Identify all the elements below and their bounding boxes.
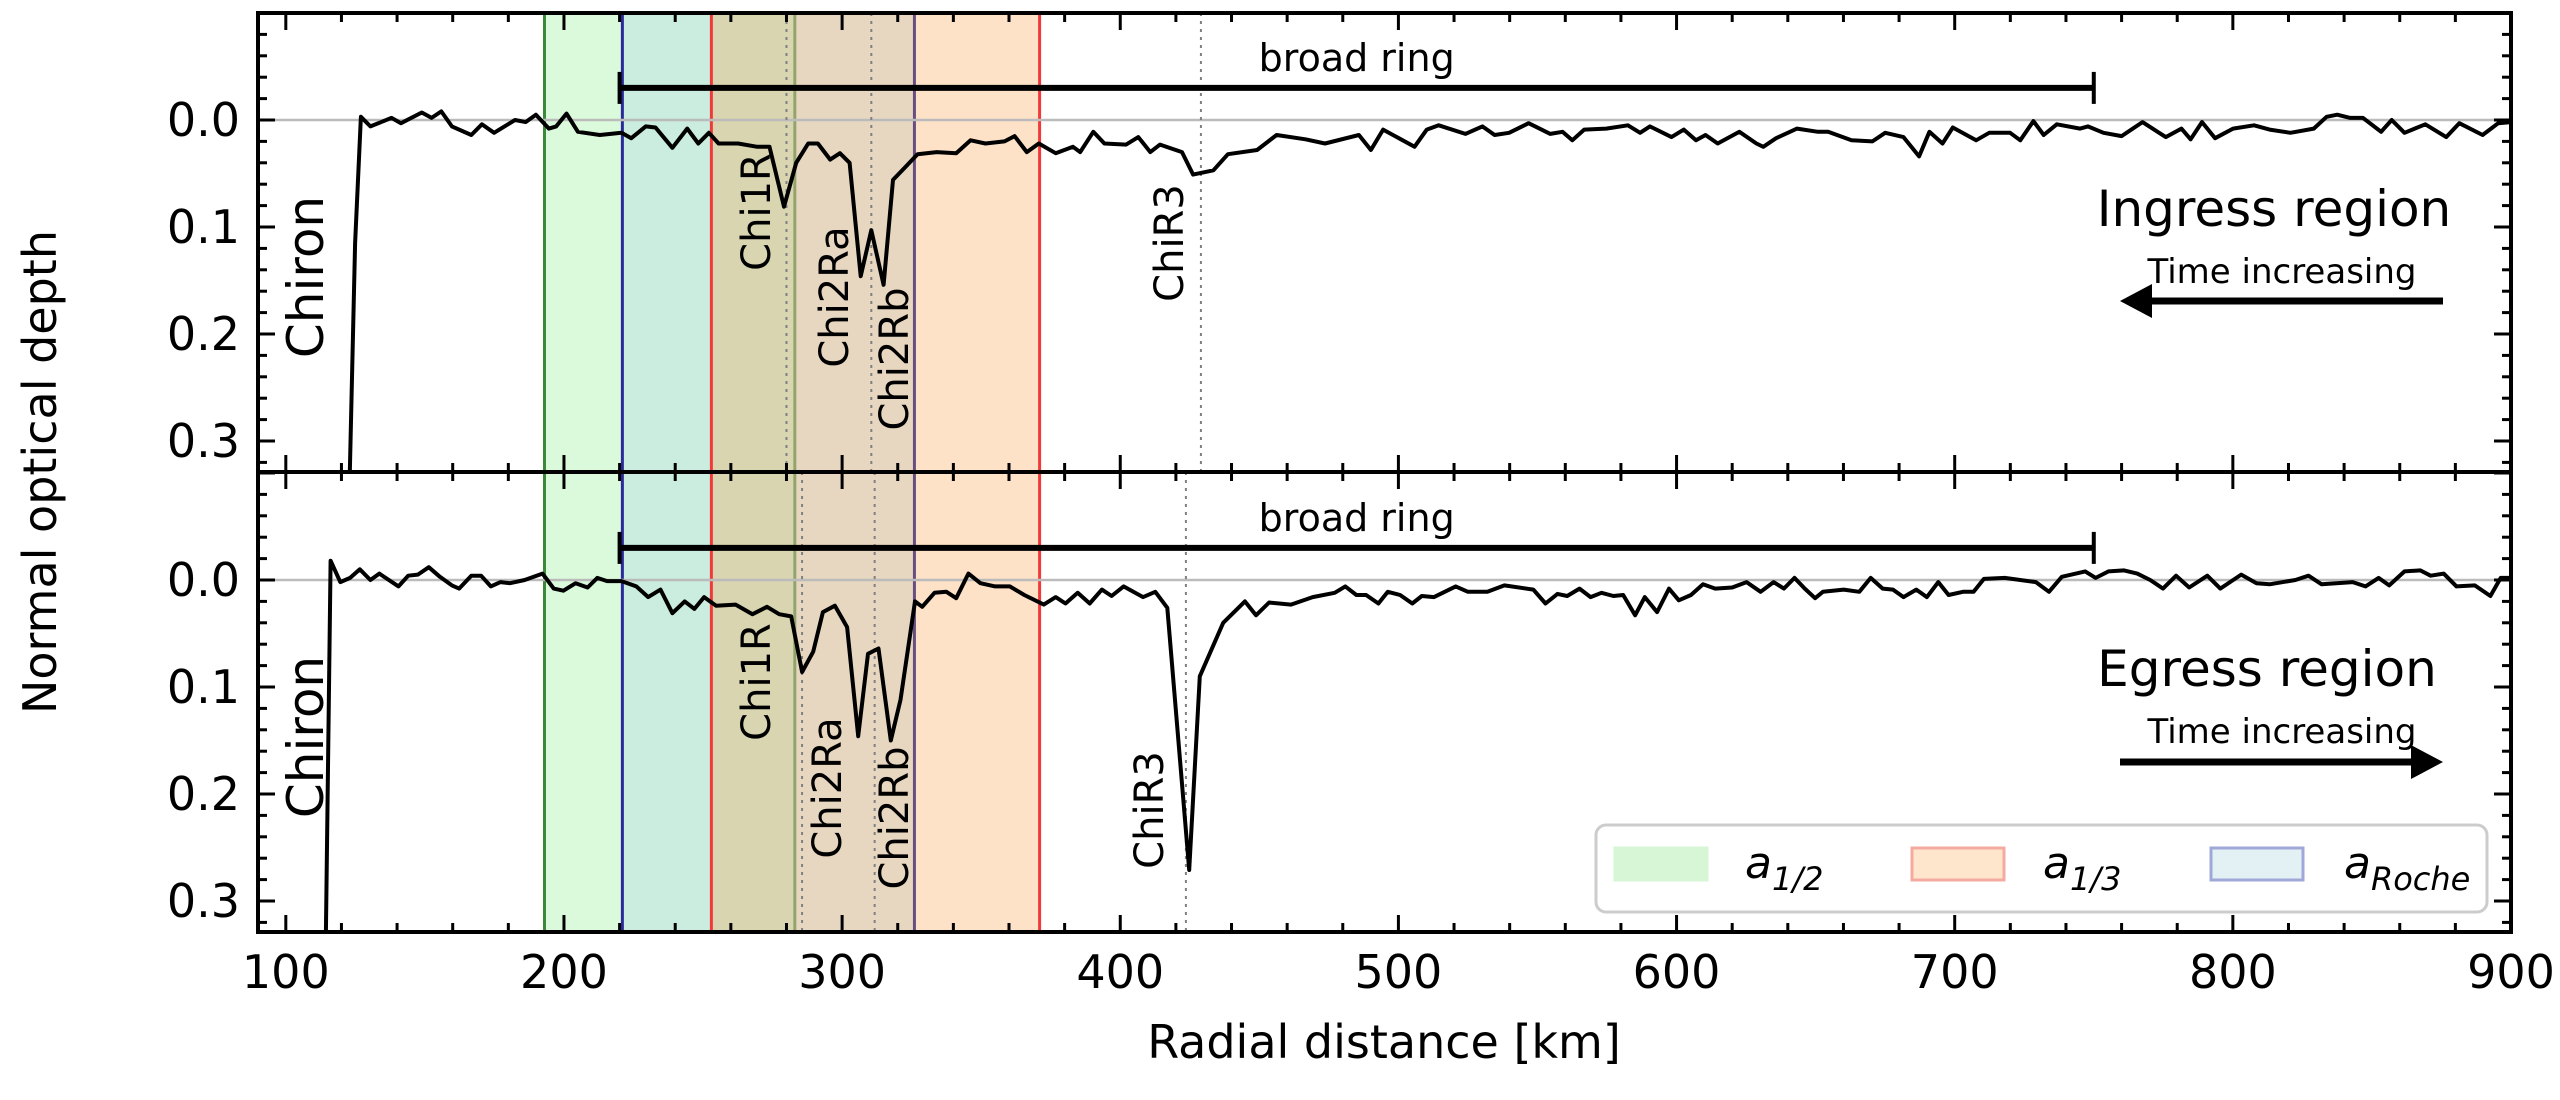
y-tick-label: 0.3 [167,874,240,928]
legend-label: a1/2 [1745,838,1823,898]
legend-swatch [1613,846,1709,882]
legend-swatch [1910,846,2006,882]
feature-label-chi2ra: Chi2Ra [812,226,858,367]
x-axis-label: Radial distance [km] [1147,1015,1621,1069]
region-title: Ingress region [2097,180,2452,238]
y-axis-label: Normal optical depth [13,230,67,714]
y-tick-label: 0.3 [167,414,240,468]
y-tick-label: 0.2 [167,307,240,361]
panels: broad ring Chiron Chi1R Chi2Ra Chi2Rb ChiR3 In… [167,11,2555,999]
x-tick-label: 300 [798,945,886,999]
feature-label-chiron: Chiron [277,196,335,358]
feature-label-chi2rb: Chi2Rb [872,287,918,430]
y-tick-label: 0.2 [167,767,240,821]
feature-label-chi2rb: Chi2Rb [872,746,918,889]
feature-label-chiron: Chiron [277,656,335,818]
legend-label: a1/3 [2043,838,2121,898]
time-increasing-label: Time increasing [2147,712,2417,752]
legend-label: aRoche [2344,838,2470,898]
broad-ring-label: broad ring [1259,36,1455,80]
legend-subscript: Roche [2371,860,2470,898]
y-tick-label: 0.1 [167,660,240,714]
x-tick-label: 900 [2467,945,2555,999]
arrow-left-icon [2120,284,2152,318]
optical-depth-line [347,109,2511,472]
panel-bottom: broad ring Chiron Chi1R Chi2Ra Chi2Rb ChiR3 Eg… [167,470,2555,999]
x-tick-label: 500 [1355,945,1443,999]
feature-label-chir3: ChiR3 [1127,751,1173,869]
time-increasing-label: Time increasing [2147,252,2417,292]
region-title: Egress region [2097,640,2437,698]
panel-top: broad ring Chiron Chi1R Chi2Ra Chi2Rb ChiR3 In… [167,11,2513,474]
legend-symbol: a [2043,838,2070,889]
plot-area [258,13,2511,472]
legend-symbol: a [1745,838,1772,889]
x-tick-label: 600 [1633,945,1721,999]
legend-subscript: 1/2 [1772,860,1824,898]
x-tick-label: 800 [2189,945,2277,999]
y-tick-label: 0.0 [167,553,240,607]
feature-label-chi1r: Chi1R [734,153,780,271]
legend-swatch [2209,846,2305,882]
legend-item: a1/2 [1613,838,1823,898]
optical-depth-line [323,558,2511,932]
legend-item: aRoche [2209,838,2470,898]
y-tick-label: 0.0 [167,93,240,147]
legend-subscript: 1/3 [2070,860,2122,898]
broad-ring-label: broad ring [1259,496,1455,540]
x-tick-label: 400 [1076,945,1164,999]
feature-label-chir3: ChiR3 [1147,184,1193,302]
feature-label-chi2ra: Chi2Ra [805,717,851,858]
plot-area [258,472,2511,932]
axes-frame [256,470,2513,934]
legend-symbol: a [2344,838,2371,889]
legend: a1/2 a1/3 aRoche [1594,823,2489,914]
feature-label-chi1r: Chi1R [734,623,780,741]
x-tick-label: 100 [242,945,330,999]
legend-item: a1/3 [1910,838,2121,898]
y-tick-label: 0.1 [167,200,240,254]
arrow-right-icon [2411,745,2443,779]
x-tick-label: 700 [1911,945,1999,999]
x-tick-label: 200 [520,945,608,999]
